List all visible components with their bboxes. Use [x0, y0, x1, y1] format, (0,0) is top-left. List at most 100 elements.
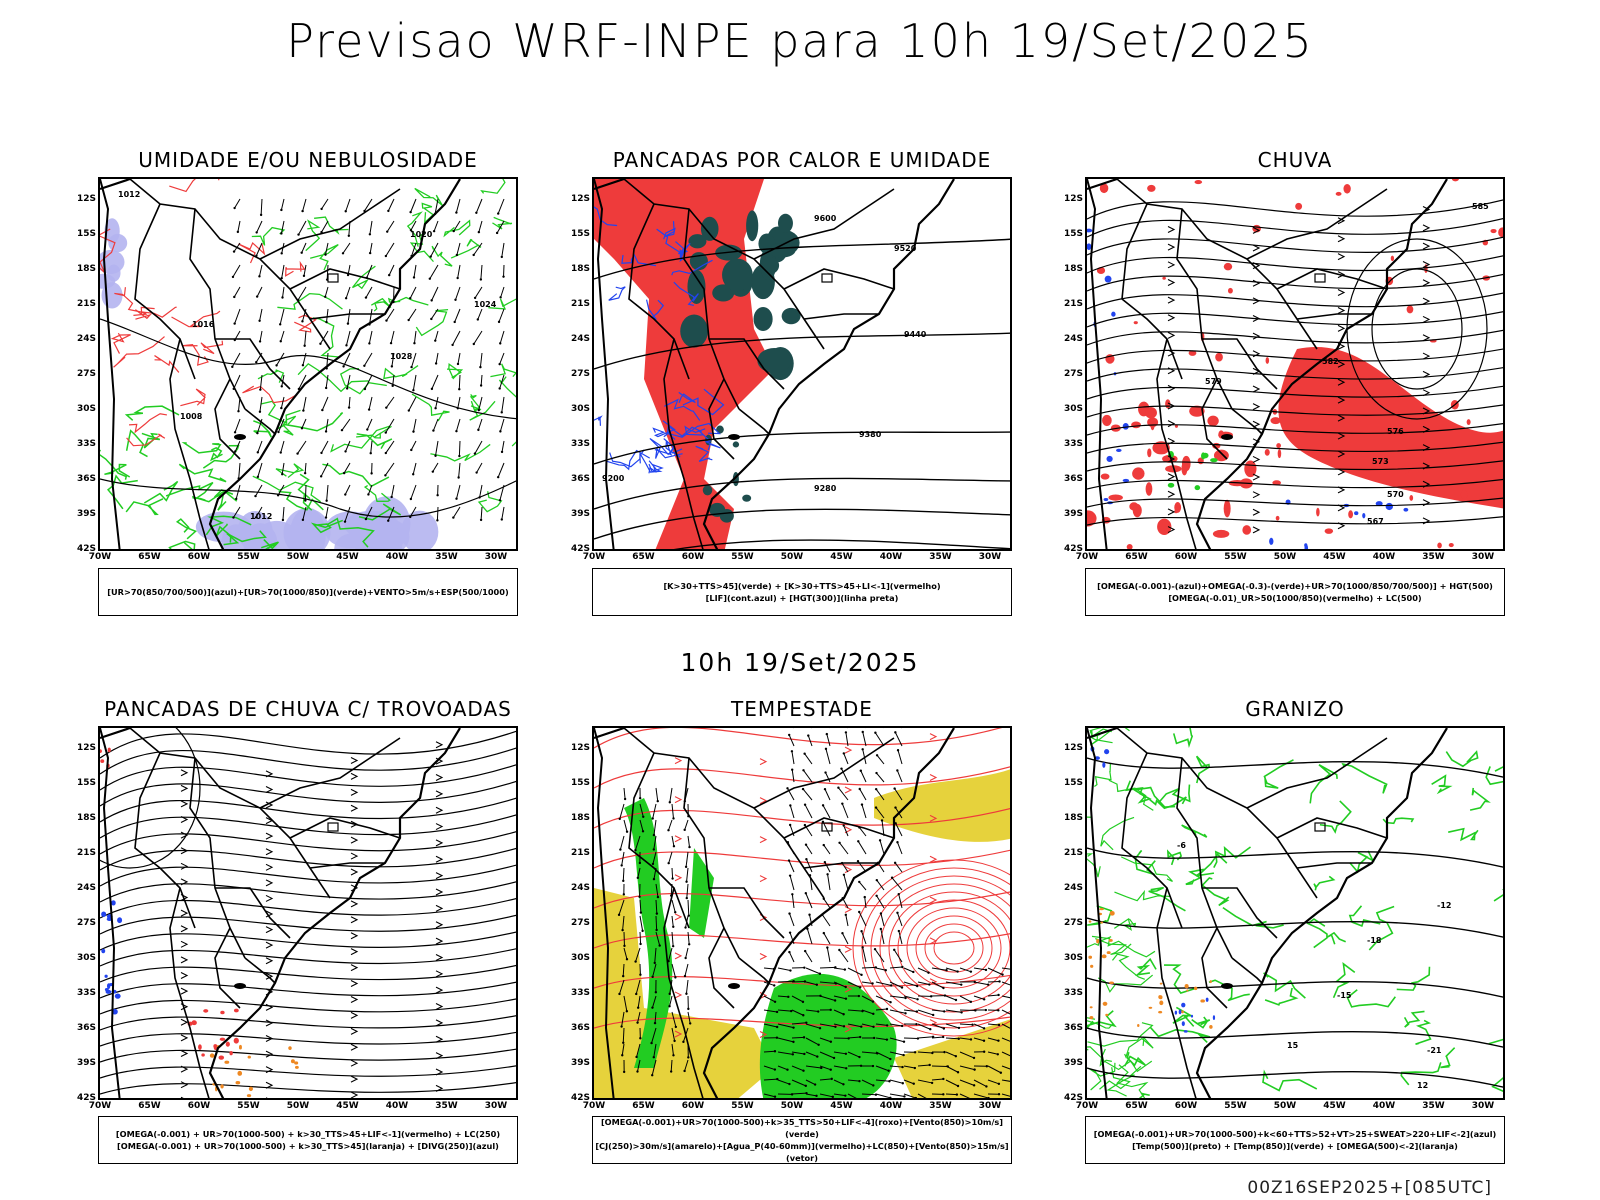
wind-vector-head — [658, 944, 661, 947]
contour-line — [363, 485, 391, 502]
wind-vector — [473, 242, 483, 256]
coastline-west — [100, 728, 121, 1098]
state-border — [169, 887, 210, 1098]
wind-vector-head — [258, 410, 262, 413]
field-shade — [294, 1065, 299, 1069]
wind-vector-head — [343, 520, 347, 523]
wind-vector-head — [826, 946, 829, 949]
flow-arrow — [435, 823, 444, 831]
flow-arrow — [435, 1003, 444, 1011]
lat-tick-label: 33S — [1063, 988, 1083, 998]
contour-line — [125, 429, 148, 458]
wind-vector-head — [456, 362, 460, 366]
wind-vector — [623, 947, 628, 960]
lake-marker — [1314, 273, 1326, 283]
wind-vector-head — [622, 893, 626, 896]
field-shade — [1132, 467, 1145, 480]
wind-vector — [622, 915, 625, 931]
wind-vector — [234, 198, 241, 209]
wind-vector — [945, 981, 962, 986]
wind-vector — [671, 803, 675, 819]
wind-vector — [777, 1079, 790, 1085]
wind-vector-head — [941, 1035, 945, 1039]
wind-vector — [479, 484, 483, 498]
lon-tick-label: 60W — [1174, 552, 1198, 562]
contour-line — [1445, 750, 1479, 768]
contour-line — [1415, 1019, 1432, 1045]
state-border — [1156, 887, 1197, 1098]
wind-vector-head — [231, 275, 235, 279]
flow-arrow — [1167, 508, 1176, 516]
wind-vector — [385, 242, 395, 257]
lat-tick-label: 21S — [570, 848, 590, 858]
wind-vector-head — [972, 1056, 976, 1060]
wind-vector — [684, 963, 689, 977]
flow-arrow — [1252, 385, 1261, 393]
wind-vector-head — [969, 1000, 973, 1004]
wind-vector — [857, 841, 867, 855]
wind-vector-head — [960, 983, 963, 986]
contour-line — [387, 296, 429, 306]
field-shade — [1202, 452, 1209, 459]
field-shade — [1451, 179, 1459, 182]
wind-vector — [959, 1051, 975, 1059]
wind-vector — [847, 1093, 857, 1098]
wind-vector-head — [280, 252, 283, 255]
lat-tick-label: 21S — [76, 848, 96, 858]
wind-vector — [763, 995, 776, 1003]
wind-vector-head — [773, 1000, 777, 1003]
contour-line — [278, 490, 324, 511]
lat-tick-label: 15S — [570, 229, 590, 239]
wind-vector — [875, 1008, 888, 1011]
wind-vector — [622, 1027, 625, 1043]
wind-vector-head — [455, 211, 458, 214]
flow-arrow — [1252, 473, 1261, 481]
jet-area — [594, 888, 774, 1098]
wind-vector-head — [651, 862, 655, 866]
panel-2-legend: [K>30+TTS>45](verde) + [K>30+TTS>45+LI<-… — [592, 568, 1012, 616]
wind-vector-head — [789, 804, 792, 807]
wind-vector — [237, 220, 241, 232]
field-shade — [213, 1044, 218, 1049]
field-shade — [1087, 510, 1097, 527]
wind-vector — [833, 1051, 846, 1055]
wind-vector-head — [344, 297, 348, 300]
flow-arrow — [265, 894, 274, 902]
wind-vector-head — [916, 998, 919, 1001]
lon-tick-label: 55W — [731, 552, 754, 562]
lat-tick-label: 12S — [570, 194, 590, 204]
wind-vector — [345, 198, 351, 212]
wind-vector — [862, 731, 867, 747]
wind-vector — [875, 1093, 891, 1098]
wind-vector — [889, 981, 903, 988]
wind-vector — [847, 967, 862, 976]
flow-arrow — [180, 769, 189, 777]
contour-line — [645, 299, 665, 321]
panel-1-map: 1012 1020 1024 1028 1016 1008 1012 — [98, 177, 518, 551]
wind-vector-head — [861, 730, 864, 734]
state-border — [753, 737, 895, 809]
contour-line — [238, 241, 266, 264]
wind-vector-head — [346, 322, 350, 325]
wind-vector — [875, 1037, 887, 1041]
flow-arrow — [844, 985, 853, 993]
state-border — [1296, 313, 1372, 320]
wind-vector — [847, 1036, 861, 1039]
wind-vector — [777, 1009, 792, 1012]
wind-vector — [655, 915, 658, 930]
wind-vector-head — [652, 833, 656, 837]
wind-vector — [819, 1037, 832, 1043]
wind-vector — [791, 1051, 805, 1055]
wind-vector — [238, 462, 241, 479]
contour-line — [169, 179, 220, 193]
wind-vector — [281, 264, 285, 279]
wind-vector — [621, 1043, 625, 1056]
flow-arrow — [1252, 491, 1261, 499]
wind-vector-head — [815, 983, 819, 986]
field-shade — [294, 1061, 299, 1065]
wind-vector-head — [656, 895, 660, 899]
wind-vector — [458, 462, 461, 478]
wind-vector — [304, 462, 307, 474]
wind-vector — [861, 931, 867, 945]
